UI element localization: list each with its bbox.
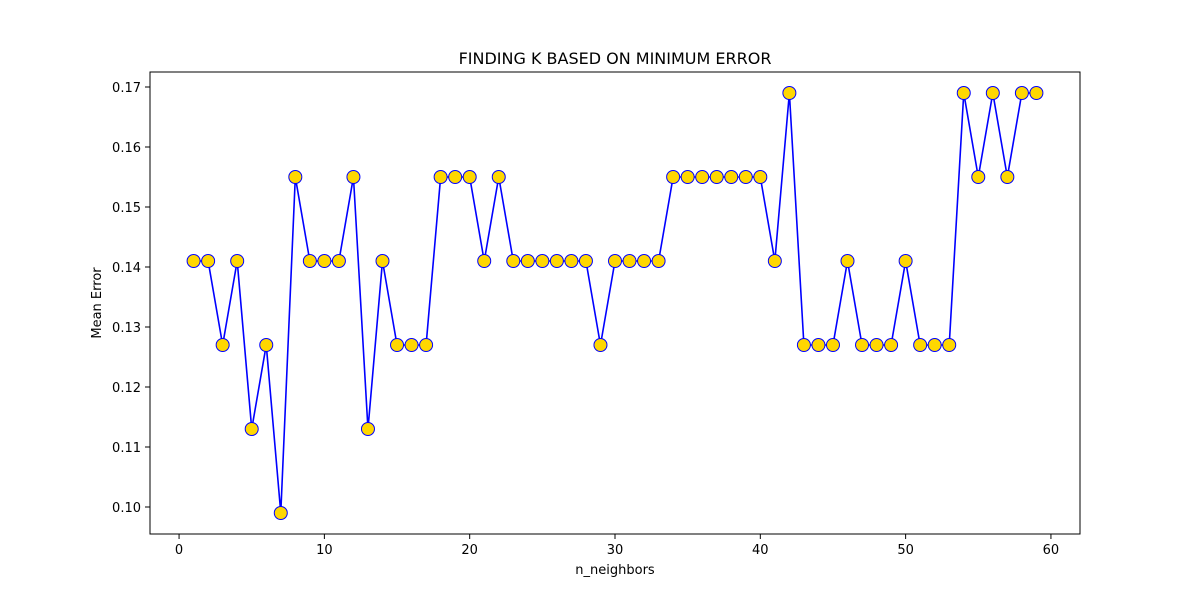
data-point [491, 170, 506, 184]
data-point [942, 338, 957, 352]
data-point [1029, 86, 1044, 100]
data-point [608, 254, 622, 268]
data-point [578, 254, 593, 268]
y-tick-label: 0.12 [112, 381, 141, 396]
data-point [244, 422, 259, 436]
data-point [695, 170, 710, 184]
data-point [506, 254, 521, 268]
data-point [811, 338, 826, 352]
data-point [651, 254, 666, 268]
data-point [782, 86, 797, 100]
data-point [927, 338, 942, 352]
data-point [433, 170, 448, 184]
data-point [448, 170, 463, 184]
y-tick-label: 0.11 [112, 441, 141, 456]
y-tick-label: 0.16 [112, 141, 141, 156]
data-point [404, 338, 419, 352]
data-point [273, 506, 288, 520]
data-point [898, 254, 913, 268]
data-point [738, 170, 753, 184]
data-point [1014, 86, 1029, 100]
data-point [331, 254, 346, 268]
data-point [869, 338, 884, 352]
data-point [767, 254, 782, 268]
series-layer [186, 86, 1044, 520]
data-point [186, 254, 201, 268]
data-point [796, 338, 811, 352]
y-tick-label: 0.15 [112, 201, 141, 216]
data-point [259, 338, 274, 352]
data-point [593, 338, 608, 352]
data-point [230, 254, 245, 268]
data-point [884, 338, 899, 352]
y-tick-label: 0.13 [112, 321, 141, 336]
data-point [201, 254, 216, 268]
x-tick-label: 30 [607, 543, 624, 558]
data-point [709, 170, 724, 184]
y-tick-label: 0.17 [112, 81, 141, 96]
data-point [288, 170, 303, 184]
data-point [840, 254, 855, 268]
x-tick-label: 50 [897, 543, 914, 558]
y-axis: 0.10 0.11 0.12 0.13 0.14 0.15 0.16 0.17 [112, 81, 150, 516]
data-point [215, 338, 230, 352]
x-tick-label: 60 [1043, 543, 1060, 558]
y-tick-label: 0.10 [112, 501, 141, 516]
x-tick-label: 0 [175, 543, 183, 558]
data-point [375, 254, 390, 268]
data-point [855, 338, 870, 352]
data-point [637, 254, 652, 268]
data-point [724, 170, 739, 184]
data-point [360, 422, 375, 436]
y-axis-title: Mean Error [90, 267, 105, 339]
data-point [1000, 170, 1015, 184]
x-tick-label: 40 [752, 543, 769, 558]
data-point [419, 338, 434, 352]
data-point [985, 86, 1000, 100]
data-point [825, 338, 840, 352]
data-point [462, 170, 477, 184]
chart-title: FINDING K BASED ON MINIMUM ERROR [459, 49, 772, 68]
data-point [477, 254, 492, 268]
data-point [520, 254, 535, 268]
data-point [971, 170, 986, 184]
data-point [753, 170, 768, 184]
data-point [666, 170, 681, 184]
data-point [680, 170, 695, 184]
series-line [193, 92, 1037, 514]
data-point [956, 86, 971, 100]
x-tick-label: 10 [316, 543, 333, 558]
data-point [622, 254, 637, 268]
data-point [564, 254, 579, 268]
data-point [390, 338, 405, 352]
x-axis-title: n_neighbors [575, 563, 655, 578]
data-point [317, 254, 332, 268]
data-point [549, 254, 564, 268]
x-tick-label: 20 [461, 543, 478, 558]
data-point [535, 254, 550, 268]
data-point [346, 170, 361, 184]
data-point [302, 254, 317, 268]
data-point [913, 338, 928, 352]
x-axis: 0 10 20 30 40 50 60 [175, 534, 1059, 558]
y-tick-label: 0.14 [112, 261, 141, 276]
